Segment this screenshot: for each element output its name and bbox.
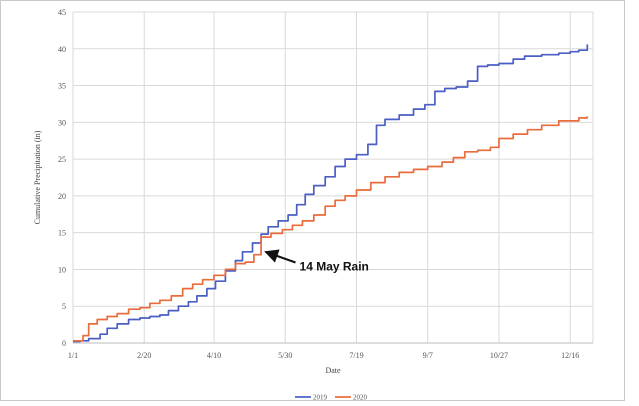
y-tick-label: 35 (58, 82, 66, 91)
series-lines (73, 44, 589, 343)
y-tick-label: 30 (58, 118, 66, 127)
y-tick-label: 15 (58, 229, 66, 238)
y-tick-label: 25 (58, 155, 66, 164)
y-tick-label: 45 (58, 8, 66, 17)
x-axis-label: Date (325, 366, 341, 375)
axes: 0 5 10 15 20 25 30 35 40 45 1/1 2/20 4/10 5/30 7/19 9/7… (58, 8, 593, 360)
y-tick-label: 20 (58, 192, 66, 201)
series-line-2019 (73, 44, 589, 343)
x-tick-label: 2/20 (137, 351, 151, 360)
x-tick-label: 7/19 (349, 351, 363, 360)
legend: 2019 2020 (295, 394, 368, 402)
x-tick-label: 12/16 (561, 351, 579, 360)
x-tick-label: 4/10 (207, 351, 221, 360)
y-tick-label: 5 (62, 302, 66, 311)
x-tick-label: 5/30 (278, 351, 292, 360)
annotation-layer: 14 May Rain (264, 249, 369, 274)
y-tick-label: 0 (62, 339, 66, 348)
x-tick-label: 9/7 (423, 351, 433, 360)
x-tick-label: 1/1 (68, 351, 78, 360)
annotation-arrow (264, 249, 296, 264)
y-axis-label: Cumulative Precipitation (in) (33, 130, 42, 224)
x-tick-label: 10/27 (490, 351, 508, 360)
series-line-2020 (73, 116, 589, 342)
annotation-label: 14 May Rain (300, 260, 369, 274)
y-tick-label: 10 (58, 265, 66, 274)
legend-label: 2020 (353, 394, 368, 402)
legend-label: 2019 (313, 394, 328, 402)
y-tick-label: 40 (58, 45, 66, 54)
